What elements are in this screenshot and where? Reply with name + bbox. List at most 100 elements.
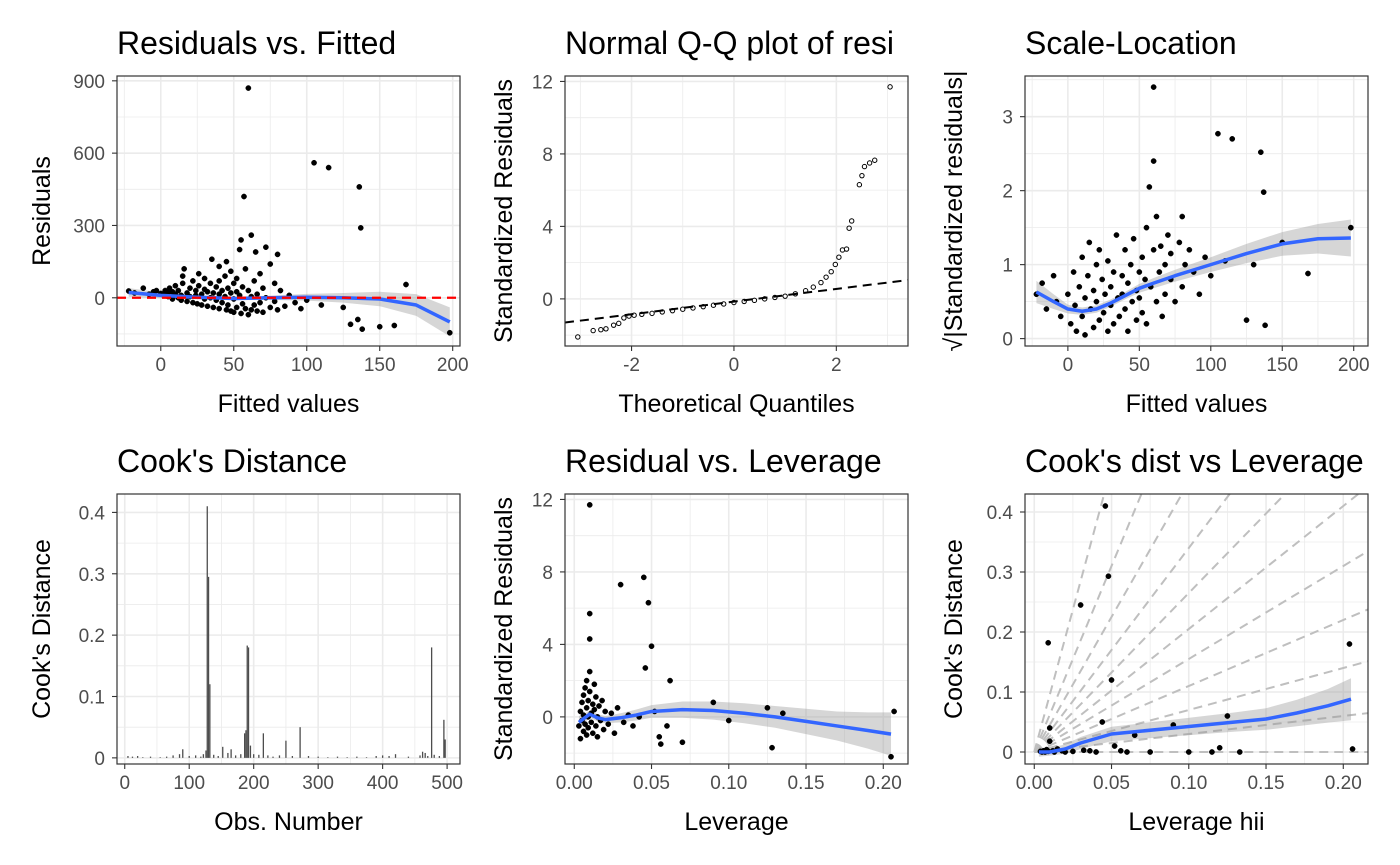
x-tick-label: 0.10 — [710, 773, 747, 794]
data-point — [213, 284, 220, 290]
data-point — [667, 677, 673, 684]
x-tick-label: 0.05 — [1093, 773, 1130, 794]
data-point — [357, 225, 364, 231]
y-tick-label: 12 — [532, 72, 553, 93]
data-point — [391, 322, 398, 329]
x-tick-label: 500 — [431, 773, 463, 794]
y-tick-label: 0.4 — [987, 503, 1014, 524]
smooth-confidence-band — [1038, 678, 1352, 757]
plot-area — [565, 84, 908, 340]
data-point — [1077, 602, 1084, 608]
y-tick-label: 8 — [542, 563, 553, 584]
data-point — [201, 275, 208, 282]
data-point — [823, 274, 829, 280]
data-point — [640, 574, 647, 581]
y-tick-label: 3 — [1002, 108, 1013, 129]
y-tick-label: 8 — [542, 145, 553, 166]
y-tick-label: 4 — [542, 635, 553, 656]
data-point — [1236, 749, 1243, 755]
panel-border — [116, 75, 461, 347]
chart-title: Cook's dist vs Leverage — [1025, 443, 1364, 479]
data-point — [1129, 298, 1136, 305]
data-point — [1125, 280, 1131, 286]
panel-border — [564, 493, 909, 765]
data-point — [223, 258, 230, 265]
data-point — [192, 287, 199, 294]
cook-contour-line — [1033, 494, 1106, 753]
data-point — [318, 302, 325, 308]
data-point — [181, 266, 187, 272]
data-point — [1045, 639, 1052, 646]
data-point — [764, 704, 771, 711]
data-point — [1082, 295, 1088, 301]
data-point — [1159, 313, 1166, 320]
data-point — [608, 710, 615, 717]
x-axis-title: Fitted values — [218, 390, 360, 418]
data-point — [614, 704, 621, 711]
data-point — [1142, 276, 1148, 283]
smooth-line — [1038, 697, 1352, 754]
cook-contour-line — [1034, 712, 1368, 753]
data-point — [611, 730, 618, 737]
y-axis-title: Standardized Residuals — [490, 79, 518, 343]
data-point — [251, 278, 258, 284]
data-point — [1185, 749, 1192, 755]
gridlines — [1025, 76, 1368, 346]
data-point — [1243, 317, 1250, 323]
data-point — [782, 293, 788, 299]
data-point — [642, 665, 649, 671]
y-tick-label: 0 — [1002, 330, 1013, 351]
data-point — [1090, 287, 1097, 294]
data-point — [588, 719, 595, 726]
data-point — [1165, 232, 1171, 238]
x-tick-label: 150 — [364, 355, 396, 376]
data-point — [216, 305, 223, 312]
panel-1: 0 50 100 150 200 0 300 600 900 Residuals vs. Fitt… — [28, 25, 469, 418]
data-point — [610, 322, 617, 328]
data-point — [1099, 719, 1106, 725]
x-axis-title: Fitted values — [1126, 390, 1268, 418]
data-point — [347, 321, 354, 328]
data-point — [239, 300, 246, 307]
data-point — [187, 285, 193, 291]
data-point — [1150, 246, 1157, 253]
data-point — [1127, 261, 1134, 268]
data-point — [175, 287, 182, 294]
data-point — [1257, 149, 1264, 156]
data-point — [257, 299, 263, 306]
data-point — [810, 284, 816, 290]
data-point — [242, 266, 249, 272]
data-point — [1107, 283, 1114, 290]
data-point — [620, 719, 627, 726]
data-point — [1072, 302, 1078, 309]
data-point — [888, 753, 894, 760]
data-point — [769, 744, 775, 751]
data-point — [583, 732, 590, 738]
data-point — [1100, 309, 1107, 316]
data-point — [1113, 232, 1120, 238]
x-axis-title: Leverage hii — [1128, 808, 1264, 836]
data-point — [252, 249, 259, 255]
data-point — [239, 284, 246, 290]
data-point — [583, 704, 590, 711]
data-point — [583, 677, 590, 684]
data-point — [593, 723, 599, 729]
data-point — [1093, 261, 1100, 268]
data-point — [585, 697, 592, 704]
data-point — [292, 299, 298, 306]
y-tick-label: 12 — [532, 490, 553, 511]
data-point — [195, 270, 202, 277]
cook-contour-line — [1033, 494, 1360, 753]
data-point — [1105, 258, 1111, 264]
data-point — [1124, 749, 1130, 755]
x-tick-label: 0 — [1063, 355, 1074, 376]
data-point — [1179, 213, 1186, 220]
data-point — [1093, 298, 1100, 305]
data-point — [591, 706, 598, 713]
data-point — [233, 304, 240, 311]
y-tick-label: 0 — [542, 290, 553, 311]
data-point — [710, 699, 717, 706]
y-tick-label: 0.2 — [987, 623, 1013, 644]
data-point — [586, 688, 593, 695]
